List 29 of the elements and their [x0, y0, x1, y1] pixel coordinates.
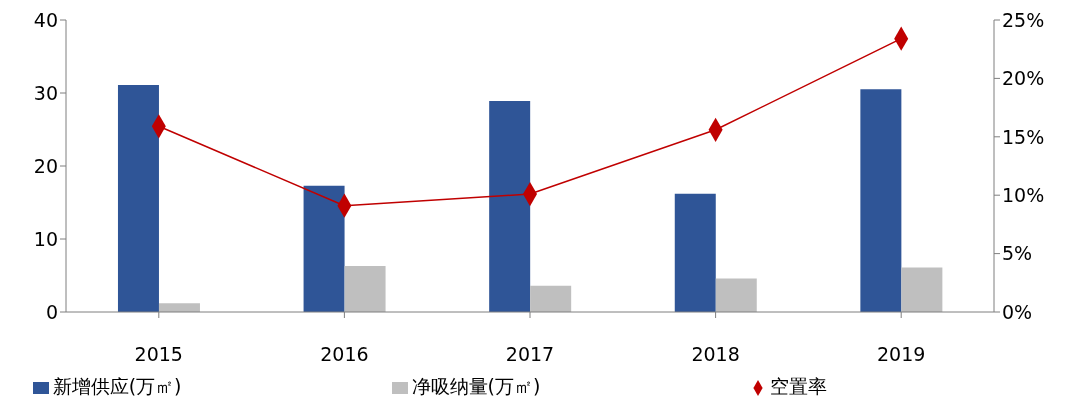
- y2-tick-label: 15%: [1002, 125, 1045, 148]
- y-tick-label: 10: [33, 227, 58, 250]
- bar: [715, 278, 757, 312]
- bar: [530, 285, 572, 312]
- bar: [344, 266, 386, 312]
- bar: [303, 185, 345, 312]
- y2-tick-label: 10%: [1002, 183, 1045, 206]
- bar: [674, 193, 716, 312]
- bar: [117, 84, 159, 312]
- legend-label: 空置率: [770, 375, 828, 397]
- bar: [489, 101, 531, 312]
- y-tick-label: 30: [33, 81, 58, 104]
- x-tick-label: 2018: [691, 343, 740, 366]
- legend-label: 净吸纳量(万㎡): [411, 375, 541, 397]
- legend-label: 新增供应(万㎡): [52, 375, 182, 397]
- y2-tick-label: 0%: [1002, 300, 1033, 323]
- y-tick-label: 40: [33, 8, 58, 31]
- x-tick-label: 2019: [877, 343, 926, 366]
- bar: [901, 267, 943, 312]
- bar: [158, 303, 200, 312]
- x-tick-label: 2017: [505, 343, 555, 366]
- x-tick-label: 2016: [320, 343, 369, 366]
- y2-tick-label: 25%: [1002, 8, 1045, 31]
- y-tick-label: 0: [45, 300, 58, 323]
- y2-tick-label: 20%: [1002, 67, 1045, 90]
- x-tick-label: 2015: [134, 343, 183, 366]
- y-tick-label: 20: [33, 154, 58, 177]
- bar: [860, 89, 902, 312]
- y2-tick-label: 5%: [1002, 242, 1033, 265]
